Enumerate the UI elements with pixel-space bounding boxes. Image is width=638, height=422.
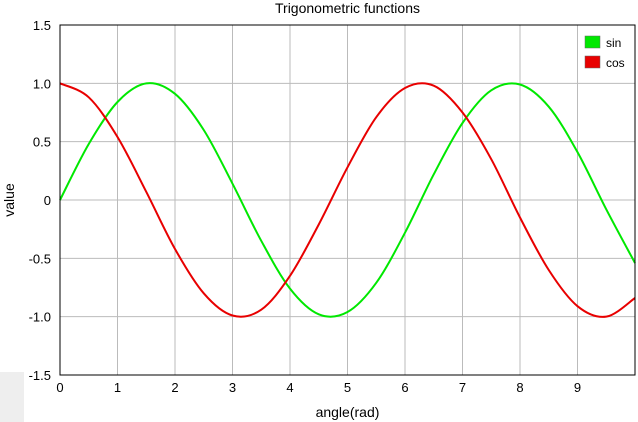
x-tick-label: 6 <box>401 380 408 395</box>
x-axis-label: angle(rad) <box>316 404 380 420</box>
y-tick-label: 0 <box>44 193 51 208</box>
legend: sin cos <box>584 35 625 70</box>
x-tick-label: 5 <box>344 380 351 395</box>
grid <box>59 24 635 376</box>
y-tick-label: -1.0 <box>29 310 51 325</box>
series-lines <box>59 82 636 318</box>
x-tick-label: 9 <box>574 380 581 395</box>
x-tick-label: 1 <box>114 380 121 395</box>
y-tick-label: 0.5 <box>33 135 51 150</box>
x-tick-label: 3 <box>229 380 236 395</box>
legend-swatch-sin <box>584 35 601 49</box>
x-tick-label: 8 <box>516 380 523 395</box>
plot-frame <box>59 24 636 376</box>
series-line-sin <box>59 82 636 318</box>
legend-label-cos: cos <box>606 56 625 70</box>
background-patch <box>0 372 24 422</box>
x-tick-label: 4 <box>286 380 293 395</box>
legend-swatch-cos <box>584 55 601 69</box>
x-tick-label: 0 <box>56 380 63 395</box>
y-tick-labels: 1.5 1.0 0.5 0 -0.5 -1.0 -1.5 <box>29 18 51 383</box>
y-tick-label: -0.5 <box>29 251 51 266</box>
chart-title: Trigonometric functions <box>275 0 420 16</box>
legend-label-sin: sin <box>606 36 621 50</box>
y-tick-label: 1.0 <box>33 76 51 91</box>
x-tick-labels: 0 1 2 3 4 5 6 7 8 9 <box>56 380 581 395</box>
x-tick-label: 2 <box>171 380 178 395</box>
y-axis-label: value <box>1 183 17 217</box>
y-tick-label: -1.5 <box>29 368 51 383</box>
series-line-cos <box>59 82 636 318</box>
y-tick-label: 1.5 <box>33 18 51 33</box>
x-tick-label: 7 <box>459 380 466 395</box>
